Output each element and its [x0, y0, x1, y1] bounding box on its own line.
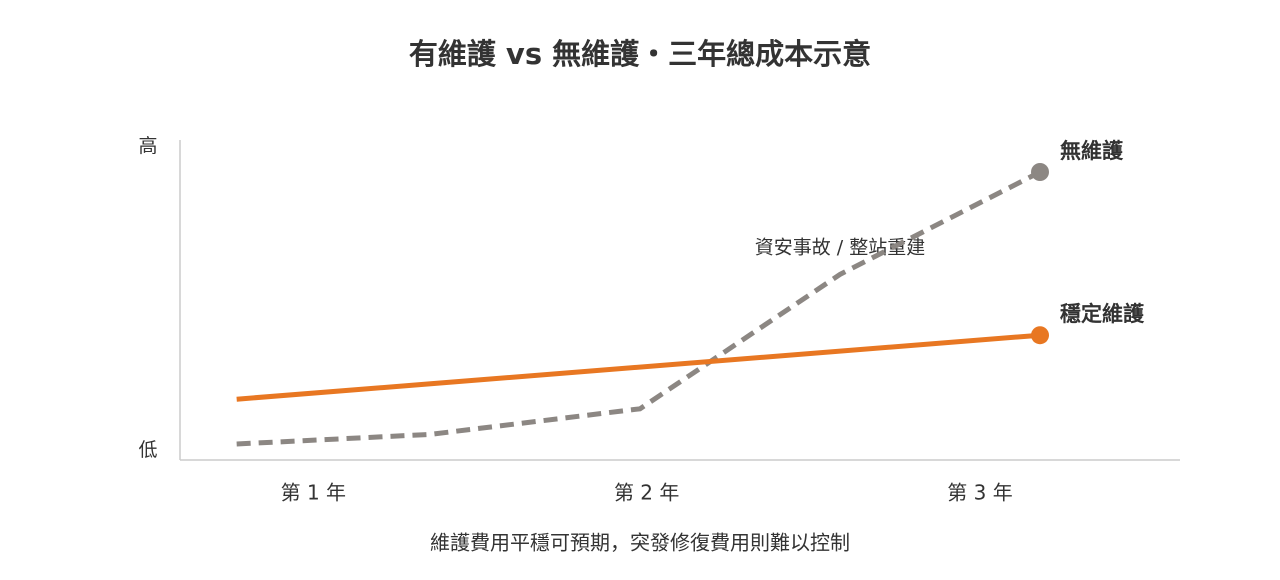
chart-subtitle: 維護費用平穩可預期，突發修復費用則難以控制 [430, 531, 850, 555]
series-label: 無維護 [1060, 139, 1124, 163]
series-line [236, 332, 1041, 402]
x-tick-label: 第 2 年 [614, 481, 679, 505]
y-tick-label: 高 [138, 135, 157, 157]
series-line [236, 169, 1042, 447]
end-point [1031, 163, 1049, 181]
end-point [1031, 326, 1049, 345]
chart-title: 有維護 vs 無維護・三年總成本示意 [409, 37, 871, 71]
series-label: 穩定維護 [1060, 302, 1145, 326]
x-tick-label: 第 3 年 [947, 481, 1012, 505]
annotation: 資安事故 / 整站重建 [755, 237, 925, 259]
x-tick-label: 第 1 年 [281, 481, 346, 505]
y-tick-label: 低 [138, 439, 157, 461]
